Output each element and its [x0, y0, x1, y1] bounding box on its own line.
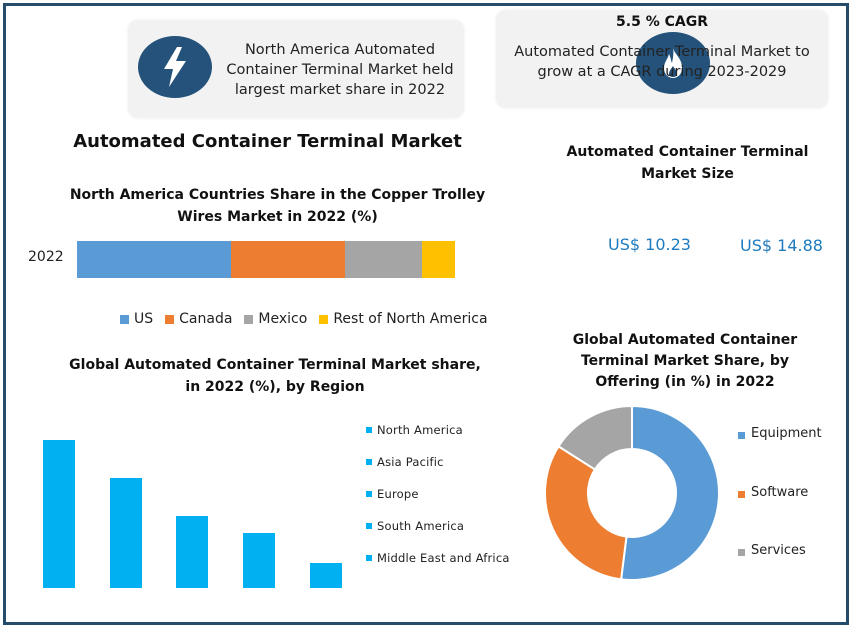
- legend-swatch: [366, 459, 372, 465]
- stacked-bar-segment: [230, 241, 345, 278]
- donut-slice: [619, 404, 720, 581]
- legend-label: Europe: [377, 487, 419, 501]
- page-title: Automated Container Terminal Market: [73, 131, 462, 152]
- legend-swatch: [366, 491, 372, 497]
- legend-swatch: [738, 549, 745, 556]
- legend-label: Canada: [179, 311, 233, 327]
- legend-label: Services: [751, 543, 806, 558]
- legend-label: US: [134, 311, 154, 327]
- cagr-info-card: 5.5 % CAGR Automated Container Terminal …: [496, 10, 828, 108]
- country-share-legend: US Canada Mexico Rest of North America: [120, 311, 488, 327]
- cagr-info-text: Automated Container Terminal Market to g…: [514, 44, 810, 80]
- stacked-bar-segment: [422, 241, 455, 278]
- legend-label: Equipment: [751, 426, 822, 441]
- north-america-info-text: North America Automated Container Termin…: [226, 42, 454, 98]
- stacked-bar-segment: [344, 241, 423, 278]
- market-size-title: Automated Container Terminal Market Size: [566, 144, 809, 182]
- legend-item: South America: [366, 510, 510, 542]
- legend-item: US: [120, 311, 153, 327]
- legend-item: Services: [738, 543, 822, 602]
- legend-item: Equipment: [738, 426, 822, 485]
- market-size-start-value: US$ 10.23: [608, 235, 691, 254]
- country-share-chart-title: North America Countries Share in the Cop…: [69, 187, 486, 225]
- legend-label: South America: [377, 519, 465, 533]
- legend-swatch: [319, 314, 329, 324]
- stacked-bar-category-label: 2022: [28, 249, 64, 265]
- donut-slice: [557, 404, 633, 471]
- legend-swatch: [738, 432, 745, 439]
- stacked-bar-segment: [77, 241, 231, 278]
- legend-swatch: [366, 555, 372, 561]
- offering-share-legend: Equipment Software Services: [738, 426, 822, 602]
- legend-item: Canada: [165, 311, 232, 327]
- legend-item: Middle East and Africa: [366, 542, 510, 574]
- region-share-chart-title: Global Automated Container Terminal Mark…: [69, 357, 481, 395]
- market-size-end-value: US$ 14.88: [740, 236, 823, 255]
- legend-swatch: [244, 314, 254, 324]
- legend-label: North America: [377, 423, 463, 437]
- legend-swatch: [366, 427, 372, 433]
- legend-label: Software: [751, 484, 809, 500]
- legend-item: Asia Pacific: [366, 446, 510, 478]
- legend-swatch: [738, 490, 745, 498]
- infographic-frame: [3, 3, 849, 625]
- legend-item: Mexico: [244, 311, 307, 327]
- north-america-info-card: North America Automated Container Termin…: [128, 20, 464, 118]
- flame-icon: [636, 32, 710, 94]
- legend-label: Middle East and Africa: [377, 551, 510, 565]
- offering-share-chart-title: Global Automated Container Terminal Mark…: [572, 332, 798, 390]
- legend-item: Europe: [366, 478, 510, 510]
- legend-item: Rest of North America: [319, 311, 488, 327]
- legend-item: Software: [738, 485, 822, 544]
- legend-swatch: [366, 523, 372, 529]
- lightning-bolt-icon: [138, 36, 212, 98]
- region-share-legend: North America Asia Pacific Europe South Ame…: [366, 414, 510, 574]
- legend-label: Mexico: [258, 311, 308, 327]
- legend-swatch: [120, 314, 129, 324]
- offering-share-donut-chart: [544, 404, 720, 581]
- legend-label: Rest of North America: [333, 311, 488, 327]
- cagr-value: 5.5 % CAGR: [616, 14, 708, 30]
- donut-slice: [544, 445, 628, 581]
- legend-swatch: [165, 314, 175, 324]
- legend-label: Asia Pacific: [377, 455, 444, 469]
- country-share-stacked-bar: [77, 241, 455, 278]
- legend-item: North America: [366, 414, 510, 446]
